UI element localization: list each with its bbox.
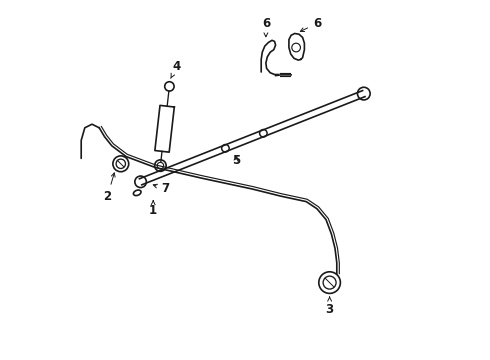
Text: 2: 2	[103, 173, 115, 203]
Text: 3: 3	[325, 297, 334, 316]
Text: 6: 6	[262, 17, 270, 37]
Text: 4: 4	[171, 60, 181, 78]
Text: 7: 7	[153, 183, 170, 195]
Text: 6: 6	[300, 17, 321, 32]
Text: 5: 5	[232, 154, 240, 167]
Text: 1: 1	[149, 201, 157, 217]
